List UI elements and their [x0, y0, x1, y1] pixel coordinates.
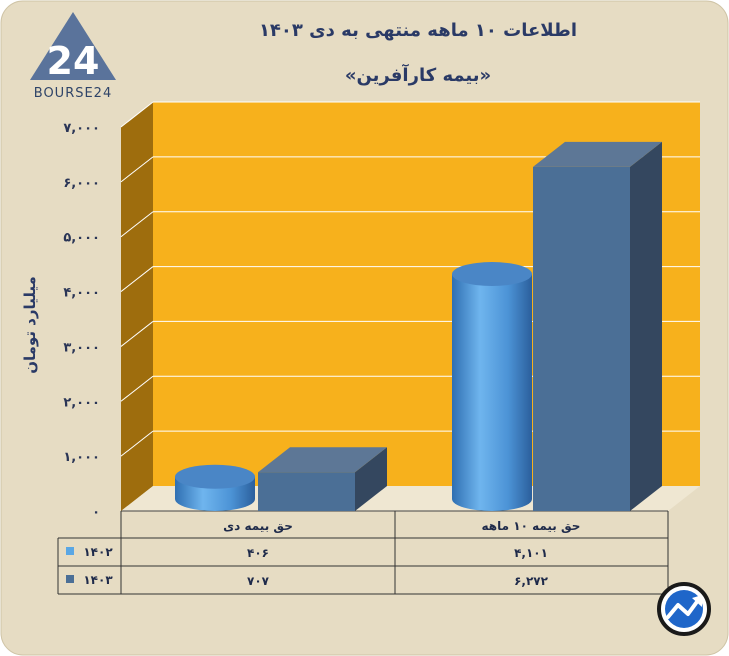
- gridline: [120, 156, 154, 183]
- box-top: [258, 447, 387, 473]
- cylinder-top: [452, 262, 532, 287]
- gridline: [120, 430, 154, 457]
- chart-subtitle: «بیمه کارآفرین»: [345, 63, 491, 86]
- plot-side-wall: [121, 102, 153, 511]
- y-tick-label: ۰: [92, 505, 100, 520]
- trend-arrow-icon: [657, 582, 711, 636]
- y-tick-label: ۲,۰۰۰: [63, 395, 100, 410]
- cell-1403-10month: ۶,۲۷۲: [514, 574, 549, 588]
- cell-1403-dey: ۷۰۷: [247, 574, 270, 588]
- box-side: [355, 447, 387, 511]
- bar-1402-1: [452, 262, 532, 511]
- cylinder-body: [452, 274, 532, 511]
- y-tick-label: ۱,۰۰۰: [63, 450, 100, 465]
- y-tick-label: ۳,۰۰۰: [63, 340, 100, 355]
- bourse24-logo: 24 BOURSE24: [30, 12, 116, 101]
- box-front: [533, 166, 630, 511]
- cell-1402-10month: ۴,۱۰۱: [514, 546, 548, 560]
- legend-label-1402: ۱۴۰۲: [83, 545, 113, 559]
- logo-triangle-icon: [30, 12, 116, 80]
- box-front: [258, 472, 355, 511]
- gridline: [120, 321, 154, 347]
- y-tick-label: ۵,۰۰۰: [63, 231, 100, 246]
- cell-1402-dey: ۴۰۶: [247, 546, 269, 560]
- y-tick-label: ۶,۰۰۰: [63, 176, 100, 191]
- box-top: [533, 141, 662, 167]
- box-side: [630, 141, 662, 511]
- bar-1403-1: [533, 141, 662, 511]
- gridline: [120, 375, 154, 402]
- y-axis-ticks: ۰ ۱,۰۰۰ ۲,۰۰۰ ۳,۰۰۰ ۴,۰۰۰ ۵,۰۰۰ ۶,۰۰۰ ۷,۰۰۰: [63, 121, 100, 520]
- legend-label-1403: ۱۴۰۳: [83, 573, 113, 587]
- category-label-10month: حق بیمه ۱۰ ماهه: [482, 519, 581, 533]
- logo-mark: 24: [47, 39, 100, 83]
- gridline: [120, 101, 154, 128]
- data-table: حق بیمه دی حق بیمه ۱۰ ماهه ۱۴۰۲ ۱۴۰۳ ۴۰۶…: [57, 511, 669, 595]
- legend-swatch-1402: [66, 547, 74, 555]
- category-label-dey: حق بیمه دی: [223, 519, 293, 533]
- cylinder-top: [175, 464, 255, 489]
- y-tick-label: ۷,۰۰۰: [63, 121, 100, 136]
- bar-1403-0: [258, 447, 387, 511]
- bar-1402-0: [175, 464, 255, 511]
- gridline: [120, 266, 154, 292]
- legend-swatch-1403: [66, 575, 74, 583]
- logo-text: BOURSE24: [34, 86, 112, 101]
- chart-title: اطلاعات ۱۰ ماهه منتهی به دی ۱۴۰۳: [259, 20, 577, 41]
- y-axis-label: میلیارد تومان: [21, 276, 39, 374]
- bars-group: [175, 141, 662, 511]
- y-tick-label: ۴,۰۰۰: [63, 286, 100, 301]
- gridline: [120, 211, 154, 238]
